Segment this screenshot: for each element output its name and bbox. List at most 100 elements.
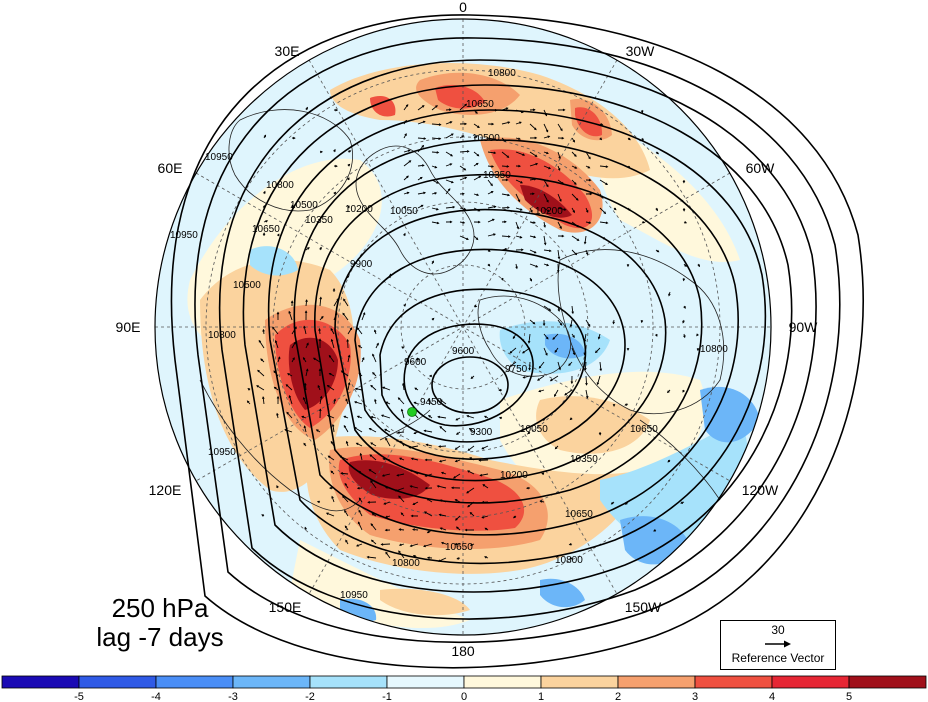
wind-vector (426, 498, 433, 503)
wind-vector (383, 501, 391, 505)
colorbar-tick-label: 2 (615, 691, 621, 702)
wind-vector (327, 414, 335, 419)
wind-vector (501, 165, 509, 167)
wind-vector-head (534, 154, 538, 157)
wind-vector (543, 333, 549, 340)
wind-vector-head (384, 486, 388, 489)
wind-vector-head (383, 502, 387, 505)
wind-vector-head (454, 447, 458, 450)
wind-vector-head (358, 497, 362, 501)
wind-vector-head (655, 334, 658, 337)
wind-vector (381, 414, 391, 419)
wind-vector-head (505, 178, 509, 182)
wind-vector (584, 347, 587, 355)
wind-vector-head (585, 252, 589, 256)
wind-vector-head (345, 440, 349, 444)
wind-vector (599, 235, 606, 240)
wind-vector-head (413, 401, 417, 405)
wind-vector (543, 249, 552, 252)
wind-vector-head (520, 248, 524, 252)
wind-vector-head (439, 399, 443, 402)
contour-10200 (293, 139, 739, 536)
wind-vector-head (333, 398, 337, 402)
wind-vector-head (470, 376, 474, 380)
wind-vector-head (572, 139, 576, 143)
wind-vector (557, 361, 561, 370)
coastlines (199, 109, 725, 512)
wind-vector-head (348, 150, 352, 153)
wind-vector (440, 527, 447, 531)
wind-vector (554, 347, 559, 353)
contour-label: 10500 (233, 280, 261, 291)
wind-vector-head (530, 210, 533, 213)
wind-vector-head (404, 119, 407, 123)
wind-vector (417, 204, 424, 209)
wind-vector-head (437, 559, 441, 562)
colorbar-box (617, 675, 696, 689)
wind-vector-head (419, 176, 423, 180)
wind-vector-head (557, 168, 561, 171)
wind-vector-head (328, 354, 332, 358)
wind-vector-head (424, 486, 428, 490)
colorbar-box (463, 675, 542, 689)
wind-vector-head (558, 367, 561, 371)
wind-vector (543, 305, 551, 311)
wind-vector-head (684, 221, 688, 224)
wind-vector-head (545, 336, 549, 340)
wind-vector (426, 444, 433, 447)
contour-label: 10650 (466, 99, 494, 110)
wind-vector (417, 105, 425, 111)
wind-vector (333, 298, 339, 307)
wind-vector (487, 151, 496, 154)
wind-vector-head (369, 454, 373, 457)
wind-vector-head (312, 357, 316, 361)
wind-vector-head (277, 356, 281, 360)
wind-vector (319, 297, 322, 307)
wind-vector-head (462, 192, 465, 196)
wind-vector (431, 137, 441, 140)
colorbar-tick-label: 3 (692, 691, 698, 702)
wind-vector-head (345, 398, 348, 402)
wind-vector-head (584, 367, 587, 371)
wind-vector (543, 193, 549, 203)
wind-vector-head (447, 188, 451, 191)
wind-vector (538, 389, 545, 392)
wind-vector (543, 235, 546, 245)
wind-vector (340, 472, 349, 475)
wind-vector-head (423, 137, 427, 140)
wind-vector-head (571, 311, 575, 315)
wind-vector-head (329, 486, 332, 490)
wind-vector-head (423, 544, 426, 548)
wind-vector (529, 178, 536, 181)
wind-vector (356, 543, 363, 547)
wind-vector-head (518, 164, 521, 168)
wind-vector-head (476, 153, 480, 157)
wind-vector-head (342, 495, 345, 499)
wind-vector-head (475, 237, 479, 241)
wind-vector-head (316, 500, 320, 504)
wind-vector-head (475, 162, 479, 166)
wind-vector-head (491, 165, 495, 168)
wind-vector (597, 375, 601, 385)
wind-vector-head (546, 199, 549, 203)
wind-vector (370, 385, 377, 391)
wind-vector (303, 326, 307, 335)
wind-vector-head (347, 177, 350, 180)
wind-vector-head (557, 309, 561, 312)
wind-vector-head (421, 144, 425, 148)
wind-vector-head (520, 181, 523, 184)
wind-vector-head (426, 530, 430, 534)
wind-vector-head (260, 358, 263, 362)
wind-vector-head (257, 369, 260, 373)
wind-vector-head (513, 515, 516, 519)
wind-vector-head (526, 486, 529, 490)
wind-vector (319, 396, 322, 405)
coastline (639, 419, 721, 501)
wind-vector-head (537, 378, 540, 381)
wind-vector-head (347, 354, 351, 358)
wind-vector-head (440, 541, 444, 545)
wind-vector-head (305, 106, 308, 110)
wind-vector-head (682, 208, 686, 212)
wind-vector-head (626, 348, 630, 351)
wind-vector (331, 496, 335, 503)
